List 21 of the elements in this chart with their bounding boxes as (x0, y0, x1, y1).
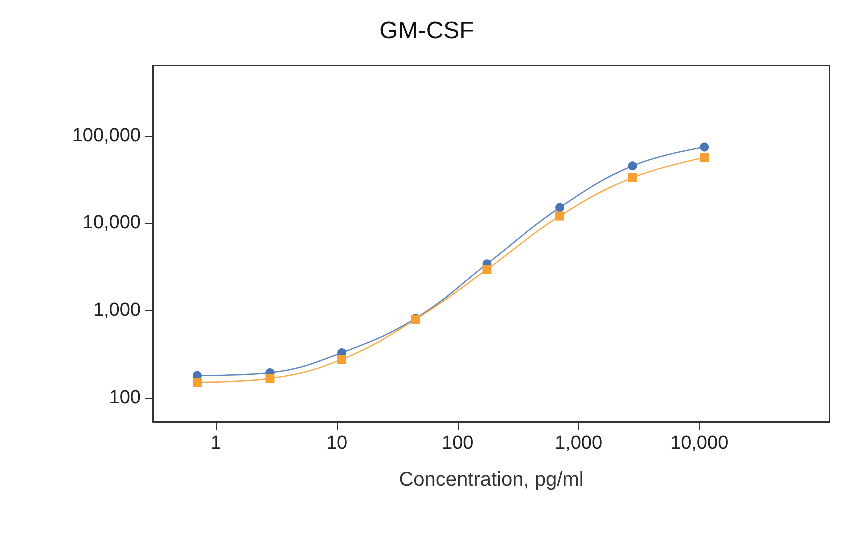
x-tick-label: 10 (326, 433, 348, 454)
x-tick-label: 10,000 (670, 433, 729, 454)
point (628, 173, 638, 182)
x-tick-label: 1 (210, 433, 222, 454)
point (700, 142, 710, 152)
x-tick-label: 1,000 (554, 433, 603, 454)
point (482, 265, 492, 274)
point (192, 378, 202, 388)
point (338, 355, 347, 364)
point (266, 374, 275, 384)
point (628, 162, 638, 171)
y-tick-label: 100 (109, 387, 141, 408)
point (556, 203, 565, 212)
y-tick-label: 10,000 (82, 212, 141, 234)
y-tick-label: 100,000 (72, 125, 141, 146)
x-axis-title: Concentration, pg/ml (399, 469, 584, 491)
y-tick-label: 1,000 (93, 300, 141, 322)
chart-title: GM-CSF (380, 18, 474, 44)
point (556, 212, 565, 221)
point (700, 153, 710, 162)
x-tick-label: 100 (442, 433, 474, 454)
